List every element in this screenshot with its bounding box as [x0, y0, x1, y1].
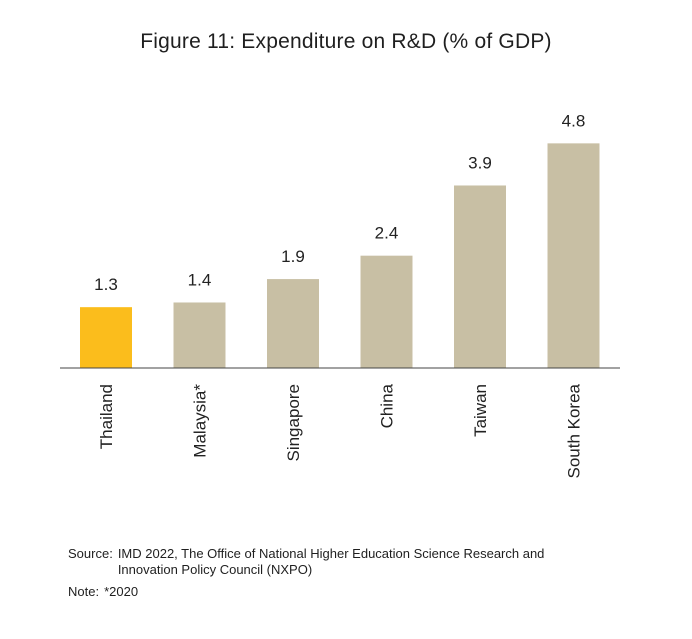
source-note: Source: IMD 2022, The Office of National… — [68, 546, 588, 578]
source-label: Source: — [68, 546, 113, 561]
tick-labels-group: Thailand Malaysia* Singapore China Taiwan Sou… — [97, 383, 584, 478]
x-tick-label: Singapore — [284, 384, 303, 462]
value-label: 3.9 — [468, 153, 492, 172]
bar-thailand — [80, 307, 132, 368]
bar-south-korea — [547, 143, 600, 368]
note-label: Note: — [68, 584, 100, 599]
value-labels-group: 1.3 1.4 1.9 2.4 3.9 4.8 — [94, 111, 585, 294]
value-label: 4.8 — [562, 111, 586, 130]
x-tick-label: Thailand — [97, 384, 116, 449]
bar-taiwan — [454, 185, 506, 368]
bar-singapore — [267, 279, 319, 368]
bar-china — [360, 255, 413, 368]
x-tick-label: Malaysia* — [191, 384, 210, 458]
chart-title: Figure 11: Expenditure on R&D (% of GDP) — [140, 30, 552, 53]
value-label: 1.3 — [94, 275, 118, 294]
bar-chart: 1.3 1.4 1.9 2.4 3.9 4.8 Thailand Malaysia* Sing… — [60, 111, 620, 479]
bars-group — [80, 143, 600, 368]
x-tick-label: China — [378, 383, 397, 428]
value-label: 2.4 — [375, 224, 399, 243]
note-text: *2020 — [104, 584, 139, 599]
x-tick-label: South Korea — [565, 383, 584, 478]
x-tick-label: Taiwan — [471, 384, 490, 437]
bar-malaysia — [173, 302, 226, 368]
footnote: Note: *2020 — [68, 584, 138, 599]
value-label: 1.4 — [188, 270, 212, 289]
value-label: 1.9 — [281, 247, 305, 266]
source-text: IMD 2022, The Office of National Higher … — [117, 546, 545, 577]
